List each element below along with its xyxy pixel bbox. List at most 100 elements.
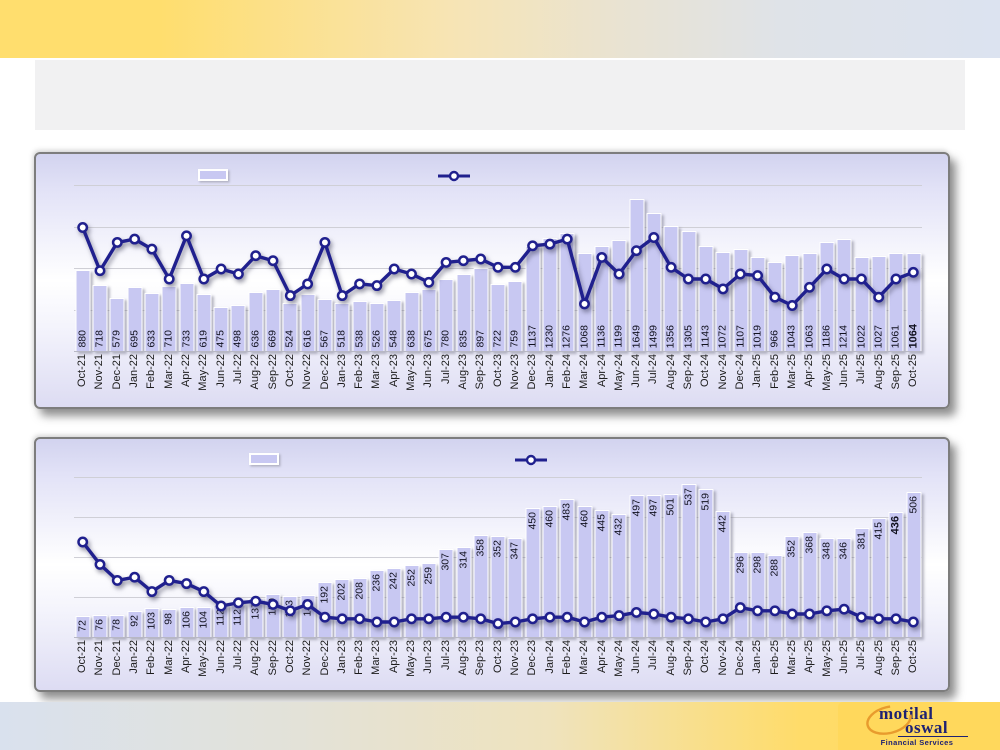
bar-column: 415 xyxy=(870,478,887,638)
bar-column: 450 xyxy=(524,478,541,638)
bar-column: 208 xyxy=(351,478,368,638)
line-marker xyxy=(734,602,746,614)
bar xyxy=(733,552,749,638)
bar-column: 143 xyxy=(282,478,299,638)
x-axis-label: Dec-24 xyxy=(732,640,749,692)
bar xyxy=(507,281,523,352)
bar-column: 519 xyxy=(697,478,714,638)
x-axis-label-text: Aug-22 xyxy=(249,354,262,390)
bar xyxy=(161,609,177,638)
x-axis-label: Oct-21 xyxy=(74,354,91,406)
bar-column: 497 xyxy=(628,478,645,638)
x-axis-label-text: Apr-25 xyxy=(803,640,816,674)
line-marker xyxy=(94,265,106,277)
x-axis-label: Oct-22 xyxy=(282,354,299,406)
x-axis-label: May-23 xyxy=(403,640,420,692)
bar-column: 1027 xyxy=(870,186,887,352)
bar-column: 718 xyxy=(91,186,108,352)
bar-column: 202 xyxy=(334,478,351,638)
bar-column: 710 xyxy=(161,186,178,352)
line-marker xyxy=(873,291,885,303)
x-axis-label-text: Jan-22 xyxy=(128,354,141,388)
bar xyxy=(334,579,350,638)
x-axis-label-text: Apr-25 xyxy=(803,354,816,388)
logo-ring-icon xyxy=(866,705,912,735)
line-marker xyxy=(527,240,539,252)
x-axis-label: Jun-23 xyxy=(420,640,437,692)
bar-column: 106 xyxy=(178,478,195,638)
x-axis-label: Mar-23 xyxy=(368,640,385,692)
bar-column: 669 xyxy=(264,186,281,352)
bar-column: 501 xyxy=(663,478,680,638)
bar-column: 358 xyxy=(472,478,489,638)
bottom-chart-x-axis-labels: Oct-21 Nov-21 Dec-21 Jan-22 Feb-22 Mar-22 Apr-… xyxy=(74,640,922,692)
bar-column: 633 xyxy=(143,186,160,352)
bar-column: 759 xyxy=(507,186,524,352)
x-axis-label: May-25 xyxy=(818,354,835,406)
footer-band: motilal oswal Financial Services xyxy=(0,702,1000,750)
line-marker xyxy=(804,608,815,620)
x-axis-label-text: Jun-23 xyxy=(422,354,435,388)
x-axis-label-text: May-23 xyxy=(405,354,418,391)
line-marker xyxy=(890,273,902,285)
bottom-chart-panel: 7276789210398106104112112137150143148192… xyxy=(34,437,950,692)
bar xyxy=(369,302,385,352)
bar-column: 897 xyxy=(472,186,489,352)
bar xyxy=(681,230,697,352)
bar-series: 7276789210398106104112112137150143148192… xyxy=(74,478,922,638)
line-marker xyxy=(492,261,504,273)
bottom-chart-plot-area: 7276789210398106104112112137150143148192… xyxy=(74,477,922,638)
x-axis-label: Oct-23 xyxy=(490,640,507,692)
line-marker xyxy=(544,611,556,623)
x-axis-label-text: Dec-21 xyxy=(110,354,123,390)
x-axis-label: Jun-24 xyxy=(628,354,645,406)
x-axis-label-text: Jun-22 xyxy=(214,640,227,674)
bar-column: 1649 xyxy=(628,186,645,352)
line-marker xyxy=(682,273,694,285)
x-axis-label: Jan-23 xyxy=(334,354,351,406)
x-axis-label: Dec-23 xyxy=(524,354,541,406)
x-axis-label: Jul-24 xyxy=(645,640,662,692)
bar xyxy=(854,528,870,638)
x-axis-label-text: May-25 xyxy=(820,354,833,391)
bar xyxy=(663,225,679,352)
x-axis-label-text: May-24 xyxy=(612,354,625,391)
line-marker xyxy=(717,283,729,295)
bar xyxy=(888,512,904,638)
logo-badge xyxy=(838,702,1000,750)
bar-column: 1064 xyxy=(905,186,922,352)
line-marker xyxy=(232,597,244,609)
bar-column: 835 xyxy=(455,186,472,352)
x-axis-label: Mar-22 xyxy=(161,354,178,406)
bar-column: 347 xyxy=(507,478,524,638)
x-axis-label-text: Sep-24 xyxy=(682,640,695,676)
x-axis-label-text: Oct-25 xyxy=(907,640,920,674)
bar-column: 1143 xyxy=(697,186,714,352)
x-axis-label: May-23 xyxy=(403,354,420,406)
bar-column: 98 xyxy=(161,478,178,638)
x-axis-label: Sep-22 xyxy=(264,640,281,692)
x-axis-label-text: Sep-23 xyxy=(474,354,487,390)
x-axis-label-text: Mar-23 xyxy=(370,640,383,675)
line-marker xyxy=(527,613,539,625)
x-axis-label: Dec-23 xyxy=(524,640,541,692)
bar-column: 616 xyxy=(299,186,316,352)
line-marker xyxy=(198,273,210,285)
bar xyxy=(127,610,143,638)
line-marker xyxy=(561,233,573,245)
bar xyxy=(629,495,645,638)
x-axis-label: Oct-24 xyxy=(697,640,714,692)
x-axis-label-text: Oct-25 xyxy=(907,354,920,388)
x-axis-label: Jul-22 xyxy=(230,640,247,692)
x-axis-label-text: Aug-23 xyxy=(457,640,470,676)
line-series xyxy=(77,222,919,311)
x-axis-label-text: Oct-21 xyxy=(76,354,89,388)
x-axis-label: Jul-25 xyxy=(853,354,870,406)
x-axis-label: Aug-23 xyxy=(455,640,472,692)
bar-column: 880 xyxy=(74,186,91,352)
legend-bar-swatch xyxy=(249,453,279,465)
x-axis-label: Mar-24 xyxy=(576,354,593,406)
line-marker xyxy=(406,268,417,280)
bar xyxy=(144,292,160,352)
x-axis-label-text: Aug-25 xyxy=(872,354,885,390)
